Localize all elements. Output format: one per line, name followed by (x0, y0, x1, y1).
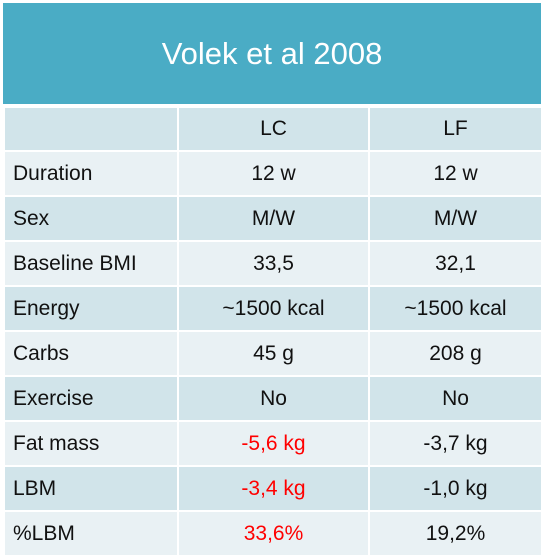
table-row: Duration 12 w 12 w (3, 150, 543, 197)
cell-lc: -3,4 kg (177, 465, 370, 512)
row-label: LBM (3, 465, 179, 512)
cell-lc: 33,6% (177, 510, 370, 557)
column-header-row: LC LF (3, 106, 543, 152)
table-row: Exercise No No (3, 375, 543, 422)
column-header-empty (3, 106, 179, 152)
table-row: %LBM 33,6% 19,2% (3, 510, 543, 557)
table-row: LBM -3,4 kg -1,0 kg (3, 465, 543, 512)
cell-lc: ~1500 kcal (177, 285, 370, 332)
row-label: Carbs (3, 330, 179, 377)
cell-lc: 33,5 (177, 240, 370, 287)
cell-lf: M/W (368, 195, 543, 242)
cell-lc: 45 g (177, 330, 370, 377)
cell-lf: 19,2% (368, 510, 543, 557)
column-header-lc: LC (177, 106, 370, 152)
table-row: Baseline BMI 33,5 32,1 (3, 240, 543, 287)
row-label: Duration (3, 150, 179, 197)
cell-lf: ~1500 kcal (368, 285, 543, 332)
row-label: %LBM (3, 510, 179, 557)
row-label: Sex (3, 195, 179, 242)
cell-lf: No (368, 375, 543, 422)
row-label: Baseline BMI (3, 240, 179, 287)
cell-lf: 12 w (368, 150, 543, 197)
cell-lf: -3,7 kg (368, 420, 543, 467)
cell-lc: 12 w (177, 150, 370, 197)
cell-lf: -1,0 kg (368, 465, 543, 512)
row-label: Exercise (3, 375, 179, 422)
table-row: Fat mass -5,6 kg -3,7 kg (3, 420, 543, 467)
cell-lc: -5,6 kg (177, 420, 370, 467)
table-row: Carbs 45 g 208 g (3, 330, 543, 377)
table-row: Energy ~1500 kcal ~1500 kcal (3, 285, 543, 332)
row-label: Fat mass (3, 420, 179, 467)
cell-lc: M/W (177, 195, 370, 242)
cell-lc: No (177, 375, 370, 422)
column-header-lf: LF (368, 106, 543, 152)
cell-lf: 32,1 (368, 240, 543, 287)
row-label: Energy (3, 285, 179, 332)
data-table: LC LF Duration 12 w 12 w Sex M/W M/W Bas… (3, 106, 543, 557)
table-title: Volek et al 2008 (3, 3, 541, 106)
cell-lf: 208 g (368, 330, 543, 377)
table-row: Sex M/W M/W (3, 195, 543, 242)
